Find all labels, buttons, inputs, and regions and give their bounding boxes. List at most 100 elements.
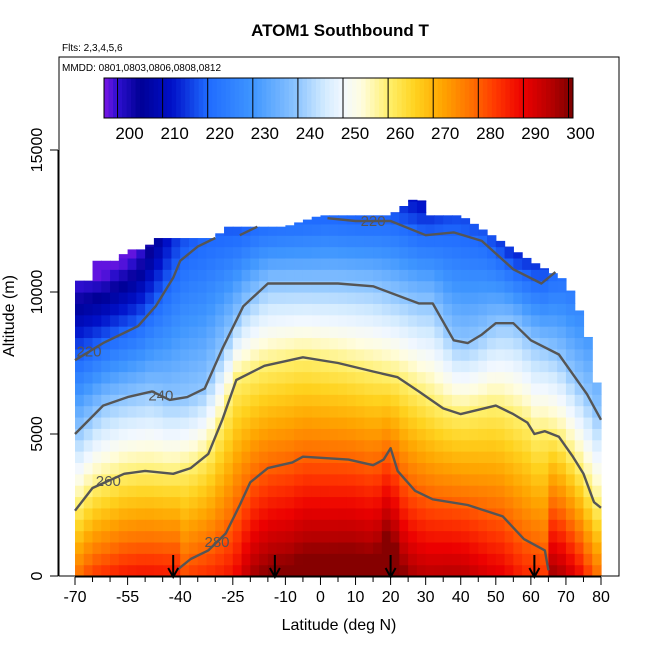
heatmap-cell: [487, 496, 497, 509]
heatmap-cell: [539, 451, 549, 463]
heatmap-cell: [460, 439, 471, 452]
heatmap-cell: [487, 394, 497, 407]
heatmap-cell: [530, 405, 541, 418]
heatmap-cell: [267, 530, 278, 543]
heatmap-cell: [145, 564, 155, 576]
heatmap-cell: [416, 212, 427, 225]
heatmap-cell: [416, 496, 427, 509]
heatmap-cell: [259, 507, 269, 520]
heatmap-cell: [285, 235, 295, 248]
heatmap-cell: [522, 280, 532, 293]
heatmap-cell: [153, 428, 164, 441]
heatmap-cell: [390, 212, 400, 214]
heatmap-cell: [320, 519, 330, 532]
colorbar: 200 210 220 230 240 250 260 270 280 290 300: [103, 77, 595, 143]
heatmap-cell: [276, 564, 286, 576]
heatmap-cell: [215, 371, 225, 384]
heatmap-cell: [320, 348, 330, 361]
heatmap-cell: [408, 269, 418, 282]
heatmap-cell: [522, 519, 532, 532]
heatmap-cell: [92, 530, 102, 543]
heatmap-cell: [338, 541, 348, 554]
heatmap-cell: [224, 337, 234, 350]
heatmap-cell: [495, 337, 506, 350]
heatmap-cell: [180, 292, 190, 304]
heatmap-cell: [188, 405, 199, 418]
heatmap-cell: [451, 360, 462, 373]
heatmap-cell: [495, 246, 506, 259]
heatmap-cell: [302, 337, 313, 350]
heatmap-cell: [118, 314, 129, 327]
heatmap-cell: [451, 223, 462, 236]
heatmap-cell: [145, 280, 155, 293]
heatmap-cell: [110, 439, 120, 452]
heatmap-cell: [276, 519, 286, 532]
heatmap-cell: [250, 246, 260, 259]
heatmap-cell: [469, 439, 479, 452]
heatmap-cell: [364, 462, 374, 475]
heatmap-cell: [381, 519, 392, 532]
flights-subtitle: Flts: 2,3,4,5,6: [62, 43, 123, 54]
heatmap-cell: [320, 371, 330, 384]
heatmap-cell: [197, 541, 208, 554]
heatmap-cell: [425, 269, 436, 282]
heatmap-cell: [250, 314, 260, 327]
heatmap-cell: [381, 530, 392, 543]
heatmap-cell: [197, 439, 208, 452]
heatmap-cell: [478, 326, 488, 339]
heatmap-cell: [416, 394, 427, 407]
heatmap-cell: [478, 473, 488, 486]
heatmap-cell: [557, 541, 567, 554]
colorbar-swatch: [437, 78, 443, 118]
heatmap-cell: [267, 451, 278, 463]
colorbar-swatch: [347, 78, 353, 118]
heatmap-cell: [206, 326, 216, 339]
heatmap-cell: [443, 337, 453, 350]
heatmap-cell: [259, 348, 269, 361]
heatmap-cell: [83, 314, 94, 327]
heatmap-cell: [320, 303, 330, 316]
heatmap-cell: [311, 507, 322, 520]
heatmap-cell: [311, 280, 322, 293]
heatmap-cell: [451, 473, 462, 486]
heatmap-cell: [381, 371, 392, 384]
heatmap-cell: [267, 519, 278, 532]
heatmap-cell: [285, 280, 295, 293]
heatmap-cell: [118, 530, 129, 543]
heatmap-cell: [206, 371, 216, 384]
heatmap-cell: [232, 371, 243, 384]
heatmap-cell: [241, 541, 251, 554]
heatmap-cell: [530, 371, 541, 384]
heatmap-cell: [250, 553, 260, 566]
heatmap-cell: [250, 405, 260, 418]
heatmap-cell: [188, 530, 199, 543]
heatmap-cell: [460, 405, 471, 418]
heatmap-cell: [145, 416, 155, 429]
heatmap-cell: [302, 473, 313, 486]
heatmap-cell: [565, 496, 576, 509]
heatmap-cell: [285, 405, 295, 418]
heatmap-cell: [539, 314, 549, 327]
heatmap-cell: [460, 246, 471, 259]
heatmap-cell: [110, 360, 120, 373]
heatmap-cell: [110, 451, 120, 463]
heatmap-cell: [443, 280, 453, 293]
colorbar-swatch: [279, 78, 285, 118]
heatmap-cell: [355, 519, 365, 532]
chart-title: ATOM1 Southbound T: [251, 21, 429, 40]
heatmap-cell: [127, 519, 137, 532]
colorbar-swatch: [554, 78, 560, 118]
heatmap-cell: [487, 269, 497, 282]
heatmap-cell: [83, 280, 94, 293]
heatmap-cell: [390, 530, 400, 543]
heatmap-cell: [487, 541, 497, 554]
heatmap-cell: [136, 382, 146, 395]
heatmap-cell: [373, 292, 383, 304]
heatmap-cell: [302, 257, 313, 270]
colorbar-swatch: [388, 78, 394, 118]
colorbar-swatch: [212, 78, 218, 118]
heatmap-cell: [530, 280, 541, 293]
heatmap-cell: [539, 268, 549, 270]
heatmap-cell: [408, 473, 418, 486]
